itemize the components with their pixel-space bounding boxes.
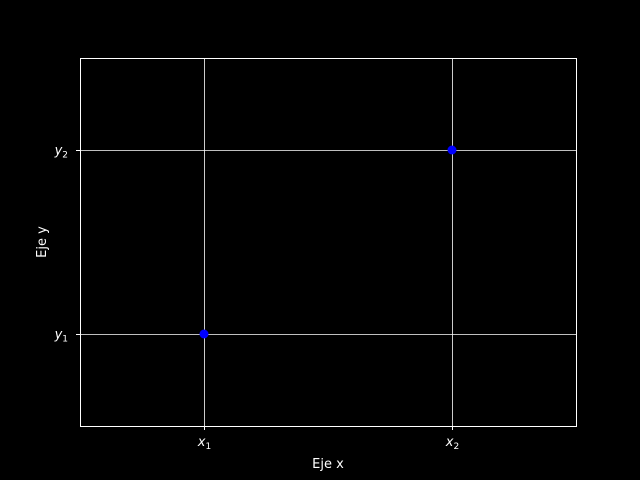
y-tick-label-1: y1 — [54, 328, 68, 345]
points-layer — [199, 145, 457, 339]
plot-frame — [80, 58, 577, 427]
data-point-2 — [447, 145, 457, 155]
ticks-layer: x1 x2 y1 y2 — [54, 144, 460, 453]
grid-layer — [80, 58, 576, 426]
y-axis-label: Eje y — [35, 226, 50, 258]
x-axis-label: Eje x — [312, 457, 344, 472]
data-point-1 — [199, 329, 209, 339]
x-tick-label-1: x1 — [197, 435, 211, 452]
x-tick-label-2: x2 — [445, 435, 459, 452]
y-tick-label-2: y2 — [54, 144, 68, 161]
